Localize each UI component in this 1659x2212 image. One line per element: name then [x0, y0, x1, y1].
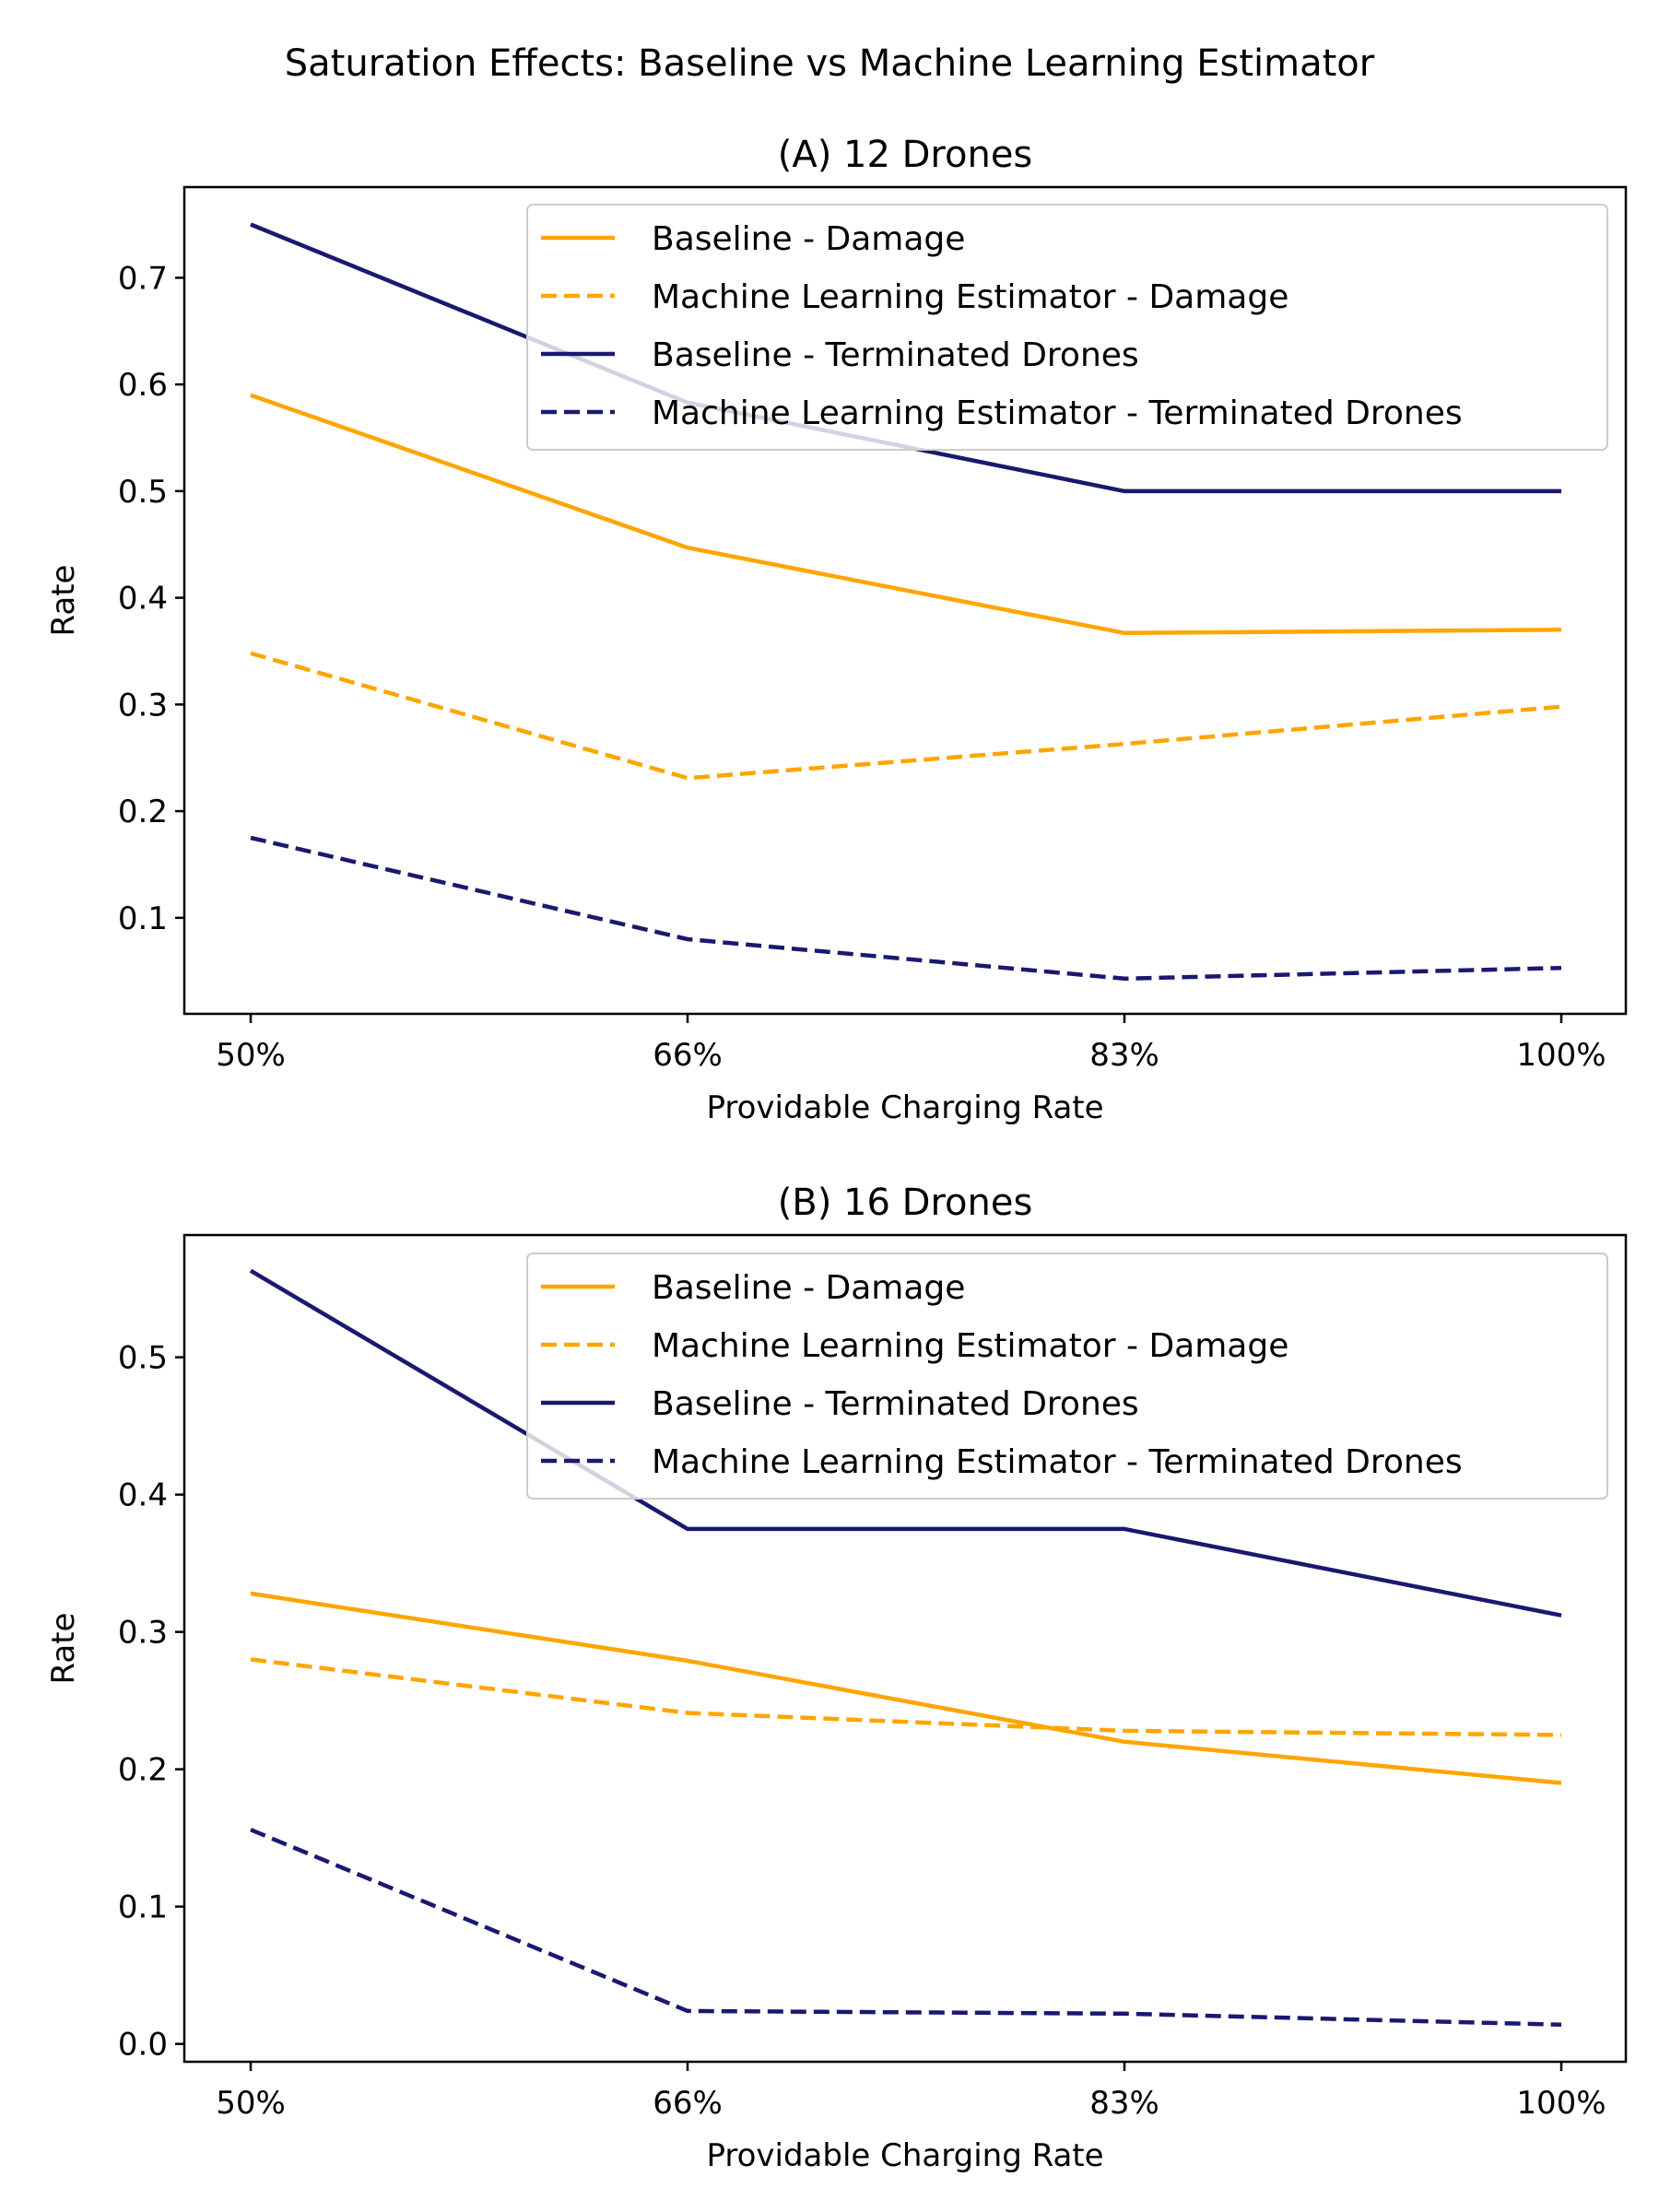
x-axis-label: Providable Charging Rate: [706, 2137, 1103, 2174]
series-line-3: [250, 835, 1562, 982]
y-tick-label: 0.1: [118, 900, 168, 937]
y-axis-label: Rate: [45, 1613, 82, 1685]
chart-b: (B) 16 Drones 0.0 0.1 0.2 0.3 0.4 0.5 50% 66% 83%…: [45, 1182, 1628, 2174]
legend-entry-2: Baseline - Terminated Drones: [652, 336, 1139, 374]
legend: Baseline - Damage Machine Learning Estima…: [526, 204, 1608, 451]
x-axis-label: Providable Charging Rate: [706, 1089, 1103, 1126]
y-tick-label: 0.4: [118, 1477, 168, 1514]
legend-entry-3: Machine Learning Estimator - Terminated …: [652, 1443, 1463, 1481]
figure-title: Saturation Effects: Baseline vs Machine …: [285, 42, 1375, 85]
series-line-2: [249, 1268, 1562, 1618]
y-tick-label: 0.0: [118, 2027, 168, 2064]
x-tick-label: 50%: [216, 1037, 286, 1074]
legend-box: [526, 1253, 1608, 1500]
series-line-0: [250, 1591, 1562, 1785]
x-tick-label: 50%: [216, 2085, 286, 2122]
legend-entry-1: Machine Learning Estimator - Damage: [652, 278, 1288, 316]
y-tick-label: 0.3: [118, 687, 168, 724]
series-line-1: [250, 1657, 1562, 1737]
y-tick-label: 0.7: [118, 260, 168, 297]
y-tick-label: 0.5: [118, 1340, 168, 1377]
y-tick-label: 0.4: [118, 581, 168, 618]
y-tick-label: 0.5: [118, 474, 168, 511]
x-tick-label: 66%: [653, 1037, 723, 1074]
y-tick-label: 0.6: [118, 367, 168, 404]
plot-frame: [182, 185, 1628, 1016]
y-axis-label: Rate: [45, 565, 82, 637]
y-tick-label: 0.2: [118, 1752, 168, 1789]
subplot-title: (B) 16 Drones: [778, 1182, 1033, 1224]
legend-box: [526, 204, 1608, 451]
chart-a: (A) 12 Drones 0.1 0.2 0.3 0.4 0.5 0.6 0.7 50% 66%…: [45, 134, 1628, 1126]
y-tick-label: 0.1: [118, 1889, 168, 1926]
x-tick-label: 66%: [653, 2085, 723, 2122]
legend: Baseline - Damage Machine Learning Estima…: [526, 1253, 1608, 1500]
legend-entry-3: Machine Learning Estimator - Terminated …: [652, 394, 1463, 432]
x-tick-label: 100%: [1516, 1037, 1606, 1074]
x-tick-label: 83%: [1089, 2085, 1159, 2122]
y-tick-label: 0.3: [118, 1615, 168, 1652]
series-line-0: [250, 393, 1562, 636]
legend-entry-0: Baseline - Damage: [652, 1269, 965, 1307]
y-tick-label: 0.2: [118, 794, 168, 830]
legend-entry-1: Machine Learning Estimator - Damage: [652, 1327, 1288, 1365]
x-tick-label: 100%: [1516, 2085, 1606, 2122]
series-line-1: [250, 651, 1562, 781]
series-lines: [249, 1268, 1562, 2028]
legend-entry-0: Baseline - Damage: [652, 220, 965, 258]
subplot-title: (A) 12 Drones: [778, 134, 1033, 176]
plot-frame: [182, 1233, 1628, 2064]
series-line-3: [250, 1828, 1562, 2028]
x-tick-label: 83%: [1089, 1037, 1159, 1074]
legend-entry-2: Baseline - Terminated Drones: [652, 1385, 1139, 1423]
